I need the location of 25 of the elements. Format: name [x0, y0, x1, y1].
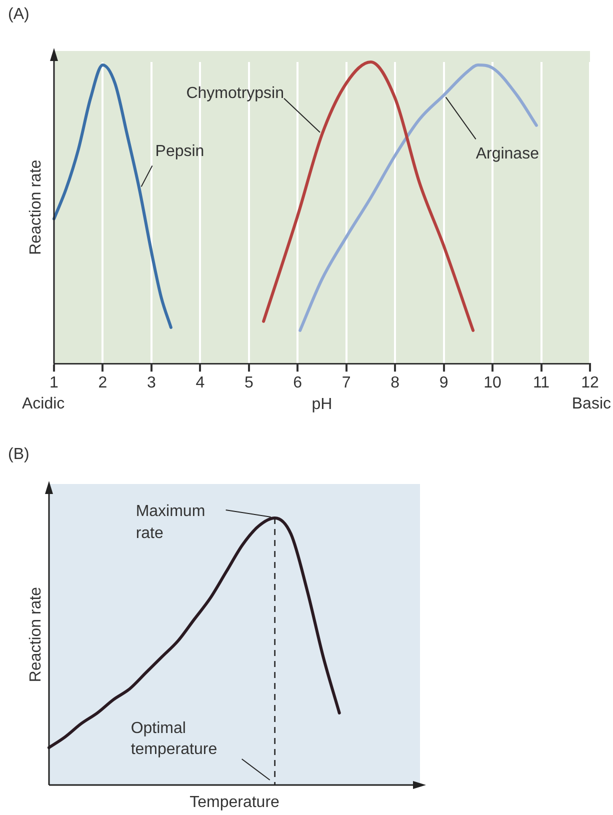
annotation: Optimal temperature — [130, 720, 218, 758]
text: Basic — [572, 396, 611, 413]
x-tick-label: 1 — [50, 374, 59, 392]
x-tick-label: 11 — [532, 374, 550, 392]
x-tick-label: 2 — [98, 374, 108, 392]
x-axis-title: pH — [312, 396, 332, 413]
text: Chymotrypsin — [186, 84, 284, 102]
series-label: Pepsin — [155, 143, 204, 160]
x-tick-label: 3 — [147, 374, 156, 392]
chart-title: (B) — [8, 446, 30, 464]
y-axis-title: Reaction rate — [27, 160, 44, 255]
x-tick-label: 4 — [196, 374, 205, 392]
x-tick-label: 7 — [342, 374, 351, 392]
series-label: Arginase — [476, 146, 540, 163]
x-tick-label: 10 — [484, 374, 502, 392]
annotation: Maximum rate — [136, 503, 206, 542]
chart-title: (A) — [8, 6, 30, 24]
x-tick-label: 12 — [581, 374, 599, 392]
x-tick-label: 6 — [293, 374, 302, 392]
y-axis-title: Reaction rate — [27, 586, 44, 682]
x-tick-label: 8 — [390, 374, 400, 392]
x-tick-label: 9 — [439, 374, 448, 392]
x-axis-title: Temperature — [190, 794, 280, 811]
x-tick-label: 5 — [244, 374, 254, 392]
text: Acidic — [22, 396, 65, 413]
